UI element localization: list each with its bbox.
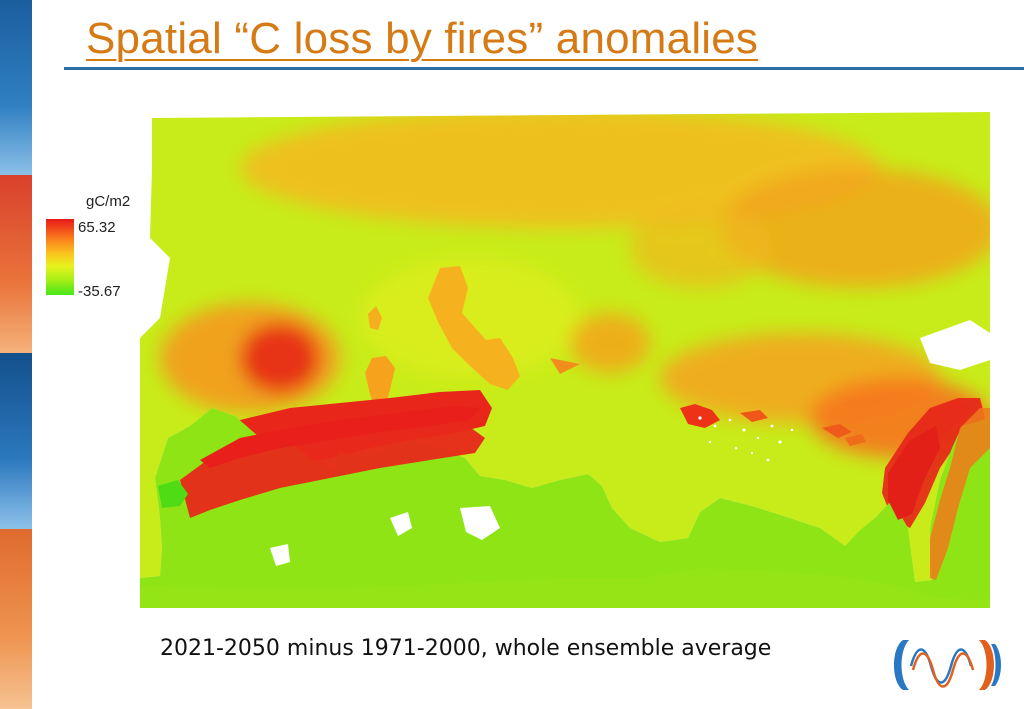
map-caption: 2021-2050 minus 1971-2000, whole ensembl… xyxy=(160,636,772,661)
sidebar-segment-blue xyxy=(0,353,32,529)
sidebar-segment-orange-bottom xyxy=(0,529,32,709)
anomaly-map xyxy=(140,112,990,608)
sidebar-decoration xyxy=(0,0,32,709)
slide-title: Spatial “C loss by fires” anomalies xyxy=(86,14,759,63)
legend-max-value: 65.32 xyxy=(78,219,116,236)
sidebar-segment-blue-top xyxy=(0,0,32,175)
sidebar-segment-orange xyxy=(0,175,32,353)
title-rule xyxy=(64,67,1024,70)
wave-logo-icon xyxy=(894,640,1001,690)
legend-color-ramp xyxy=(46,219,74,295)
color-legend: gC/m2 65.32 -35.67 xyxy=(46,193,166,313)
legend-unit: gC/m2 xyxy=(86,193,131,210)
legend-min-value: -35.67 xyxy=(78,283,121,300)
